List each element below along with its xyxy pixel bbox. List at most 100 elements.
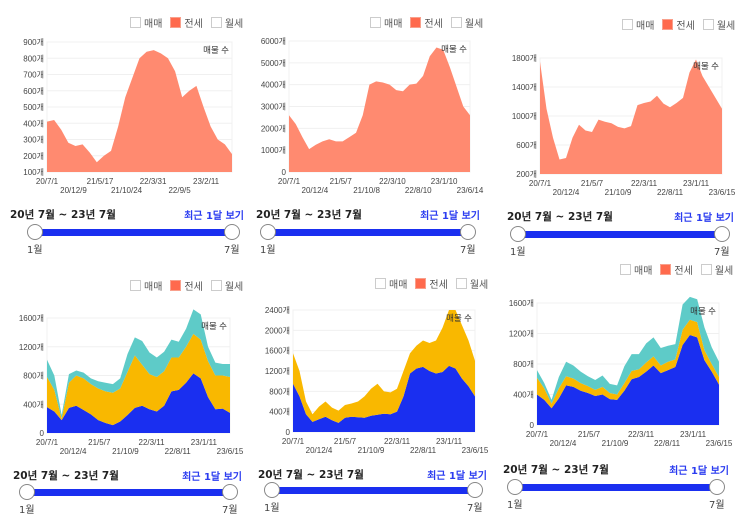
- legend-item-jeonse[interactable]: 전세: [415, 276, 448, 291]
- x-tick-label: 20/7/1: [529, 179, 552, 188]
- legend-item-sale[interactable]: 매매: [622, 17, 654, 32]
- recent-month-link[interactable]: 최근 1달 보기: [427, 471, 487, 482]
- checkbox-icon[interactable]: [415, 278, 427, 289]
- slider-max-label: 7월: [224, 245, 240, 256]
- y-tick-label: 200개: [516, 169, 537, 179]
- plot-label: 매물 수: [441, 44, 467, 54]
- date-range-text: 20년 7월 ~ 23년 7월: [10, 209, 116, 221]
- slider-end-handle[interactable]: [224, 224, 240, 240]
- x-tick-label: 20/12/4: [302, 186, 329, 195]
- checkbox-icon[interactable]: [662, 19, 674, 30]
- checkbox-icon[interactable]: [410, 17, 422, 28]
- y-tick-label: 2000개: [261, 123, 286, 133]
- recent-month-link[interactable]: 최근 1달 보기: [182, 472, 242, 483]
- legend-item-sale[interactable]: 매매: [130, 15, 162, 30]
- checkbox-icon[interactable]: [210, 280, 222, 291]
- checkbox-icon[interactable]: [170, 280, 182, 291]
- slider-end-handle[interactable]: [222, 484, 238, 500]
- legend-item-sale[interactable]: 매매: [370, 15, 402, 30]
- x-tick-label: 23/1/11: [191, 438, 218, 447]
- legend: 매매 전세 월세: [375, 276, 488, 291]
- legend-item-monthly[interactable]: 월세: [700, 262, 733, 277]
- x-tick-label: 21/5/7: [88, 438, 111, 447]
- series-area-1: [537, 319, 719, 409]
- slider-end-handle[interactable]: [460, 224, 476, 240]
- legend-item-monthly[interactable]: 월세: [210, 278, 244, 293]
- checkbox-icon[interactable]: [170, 17, 182, 28]
- legend-item-jeonse[interactable]: 전세: [170, 278, 203, 293]
- checkbox-icon[interactable]: [455, 278, 467, 289]
- slider-track[interactable]: [515, 484, 717, 491]
- date-range-text: 20년 7월 ~ 23년 7월: [507, 211, 613, 223]
- slider-track[interactable]: [268, 229, 468, 236]
- slider-min-label: 1월: [260, 245, 276, 256]
- legend-label: 전세: [676, 21, 695, 32]
- recent-month-link[interactable]: 최근 1달 보기: [184, 211, 244, 222]
- x-tick-label: 21/10/9: [602, 439, 629, 448]
- x-tick-label: 22/3/31: [140, 177, 167, 186]
- checkbox-icon[interactable]: [700, 264, 712, 275]
- checkbox-icon[interactable]: [622, 19, 633, 30]
- x-tick-label: 22/3/11: [628, 430, 655, 439]
- recent-month-link[interactable]: 최근 1달 보기: [674, 213, 734, 224]
- legend-item-jeonse[interactable]: 전세: [170, 15, 203, 30]
- legend-item-jeonse[interactable]: 전세: [410, 15, 443, 30]
- y-tick-label: 0: [286, 428, 291, 437]
- x-tick-label: 20/12/9: [60, 186, 87, 195]
- checkbox-icon[interactable]: [210, 17, 222, 28]
- legend: 매매 전세 월세: [620, 262, 733, 277]
- y-tick-label: 1600개: [19, 313, 44, 323]
- legend-item-jeonse[interactable]: 전세: [660, 262, 693, 277]
- slider-start-handle[interactable]: [507, 479, 523, 495]
- legend-label: 월세: [224, 282, 244, 293]
- checkbox-icon[interactable]: [375, 278, 386, 289]
- checkbox-icon[interactable]: [702, 19, 714, 30]
- slider-start-handle[interactable]: [260, 224, 276, 240]
- y-tick-label: 1200개: [509, 329, 534, 339]
- legend-item-jeonse[interactable]: 전세: [662, 17, 695, 32]
- checkbox-icon[interactable]: [130, 17, 141, 28]
- x-tick-label: 23/1/11: [680, 430, 707, 439]
- checkbox-icon[interactable]: [620, 264, 631, 275]
- slider-start-handle[interactable]: [264, 482, 280, 498]
- legend-item-monthly[interactable]: 월세: [210, 15, 243, 30]
- legend-item-monthly[interactable]: 월세: [702, 17, 736, 32]
- slider-track[interactable]: [27, 489, 230, 496]
- x-tick-label: 21/5/7: [334, 437, 357, 446]
- slider-end-handle[interactable]: [709, 479, 725, 495]
- x-tick-label: 22/3/10: [379, 177, 406, 186]
- legend-item-monthly[interactable]: 월세: [450, 15, 483, 30]
- legend-item-monthly[interactable]: 월세: [455, 276, 488, 291]
- y-tick-label: 700개: [23, 70, 44, 80]
- slider-end-handle[interactable]: [714, 226, 730, 242]
- legend-label: 매매: [144, 19, 163, 30]
- slider-start-handle[interactable]: [19, 484, 35, 500]
- x-tick-label: 23/6/15: [217, 447, 244, 456]
- checkbox-icon[interactable]: [370, 17, 381, 28]
- slider-start-handle[interactable]: [510, 226, 526, 242]
- plot-label: 매물 수: [201, 321, 227, 331]
- x-tick-label: 22/8/11: [410, 446, 437, 455]
- recent-month-link[interactable]: 최근 1달 보기: [420, 211, 480, 222]
- legend-label: 매매: [384, 19, 403, 30]
- x-tick-label: 21/10/9: [358, 446, 385, 455]
- slider-track[interactable]: [272, 487, 475, 494]
- legend-item-sale[interactable]: 매매: [130, 278, 162, 293]
- checkbox-icon[interactable]: [450, 17, 462, 28]
- legend-label: 월세: [716, 21, 736, 32]
- slider-end-handle[interactable]: [467, 482, 483, 498]
- slider-track[interactable]: [35, 229, 232, 236]
- slider-start-handle[interactable]: [27, 224, 43, 240]
- checkbox-icon[interactable]: [130, 280, 141, 291]
- y-tick-label: 1600개: [265, 346, 290, 356]
- legend-item-sale[interactable]: 매매: [375, 276, 407, 291]
- recent-month-link[interactable]: 최근 1달 보기: [669, 466, 729, 477]
- x-tick-label: 20/12/4: [550, 439, 577, 448]
- checkbox-icon[interactable]: [660, 264, 672, 275]
- slider-track[interactable]: [518, 231, 722, 238]
- series-area-0: [47, 50, 232, 172]
- y-tick-label: 5000개: [261, 58, 286, 68]
- legend-label: 매매: [144, 282, 163, 293]
- legend-item-sale[interactable]: 매매: [620, 262, 652, 277]
